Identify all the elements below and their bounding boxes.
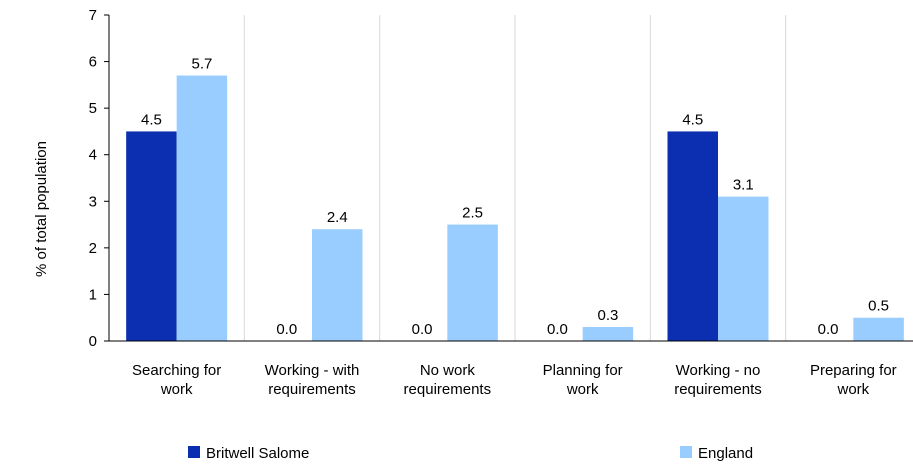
labels-layer: 4.5 0.0 0.0 0.0 4.5 0.0 5.7 2.4 2.5 0.3 3.1 0.5 [141,56,889,338]
x-tick-label: Searching for work [132,362,221,398]
data-label: 4.5 [141,111,162,128]
y-tick-label: 6 [89,54,97,71]
legend-label: Britwell Salome [206,445,309,462]
data-label: 0.5 [868,298,889,315]
legend-swatch [680,446,692,458]
bar [667,131,718,341]
bar [176,75,228,342]
y-tick-label: 5 [89,100,97,117]
data-label: 2.5 [462,205,483,222]
y-tick-label: 1 [89,286,97,303]
bar [853,317,904,341]
axis-layer: % of total population 0 1 2 3 4 5 6 7 Searching … [33,7,913,398]
data-label: 0.0 [547,321,568,338]
y-tick-label: 7 [89,7,97,24]
bars-layer [126,75,904,342]
y-tick-label: 2 [89,240,97,257]
legend-swatch [188,446,200,458]
x-tick-label: Planning for work [543,362,623,398]
y-tick-label: 3 [89,193,97,210]
y-axis-title: % of total population [33,141,50,277]
bar [718,196,769,341]
data-label: 3.1 [733,177,754,194]
x-tick-label: No work requirements [404,362,492,398]
data-label: 0.3 [597,307,618,324]
y-tick-label: 4 [89,147,97,164]
data-label: 5.7 [191,56,212,73]
data-label: 0.0 [412,321,433,338]
bar [447,224,498,341]
data-label: 0.0 [276,321,297,338]
data-label: 2.4 [327,209,348,226]
bar [312,229,363,341]
legend: Britwell Salome England [188,445,753,462]
data-label: 4.5 [682,111,703,128]
x-tick-label: Working - no requirements [674,362,762,398]
bar [126,131,177,341]
data-label: 0.0 [818,321,839,338]
y-tick-label: 0 [89,333,97,350]
x-tick-label: Working - with requirements [265,362,360,398]
bar [582,327,634,341]
x-tick-label: Preparing for work [810,362,897,398]
legend-label: England [698,445,753,462]
grid-layer [243,15,787,341]
